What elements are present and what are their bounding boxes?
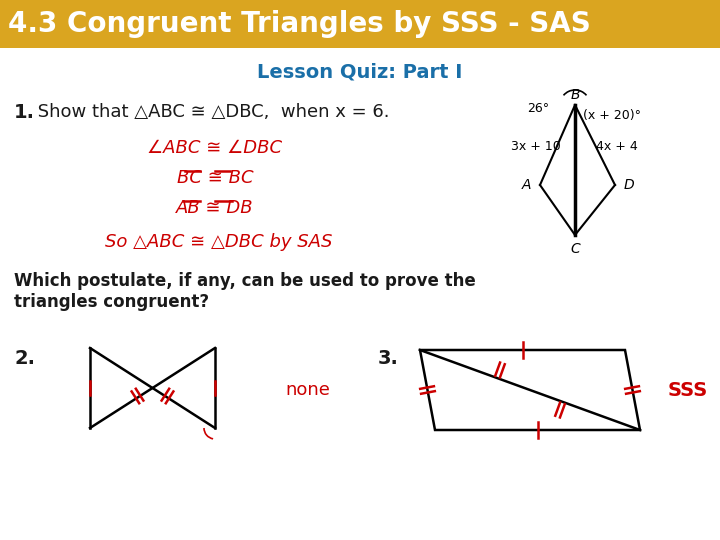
Text: Which postulate, if any, can be used to prove the
triangles congruent?: Which postulate, if any, can be used to …: [14, 272, 476, 311]
Text: D: D: [624, 178, 634, 192]
Text: C: C: [570, 242, 580, 256]
Text: B: B: [570, 88, 580, 102]
Text: 1.: 1.: [14, 103, 35, 122]
Text: 2.: 2.: [14, 348, 35, 368]
Text: SSS: SSS: [668, 381, 708, 400]
Text: 4x + 4: 4x + 4: [596, 140, 638, 153]
FancyBboxPatch shape: [0, 0, 720, 48]
Text: AB ≅ DB: AB ≅ DB: [176, 199, 254, 217]
Text: 4.3 Congruent Triangles by SSS - SAS: 4.3 Congruent Triangles by SSS - SAS: [8, 10, 590, 38]
Text: ∠ABC ≅ ∠DBC: ∠ABC ≅ ∠DBC: [148, 139, 282, 157]
Text: Show that △ABC ≅ △DBC,  when x = 6.: Show that △ABC ≅ △DBC, when x = 6.: [32, 103, 390, 121]
Text: none: none: [286, 381, 330, 399]
Text: 26°: 26°: [527, 103, 549, 116]
Text: A: A: [521, 178, 531, 192]
Text: 3.: 3.: [378, 348, 399, 368]
Text: (x + 20)°: (x + 20)°: [583, 109, 641, 122]
Text: BC ≅ BC: BC ≅ BC: [176, 169, 253, 187]
Text: So △ABC ≅ △DBC by SAS: So △ABC ≅ △DBC by SAS: [105, 233, 333, 251]
Text: Lesson Quiz: Part I: Lesson Quiz: Part I: [257, 63, 463, 82]
Text: 3x + 10: 3x + 10: [510, 140, 560, 153]
